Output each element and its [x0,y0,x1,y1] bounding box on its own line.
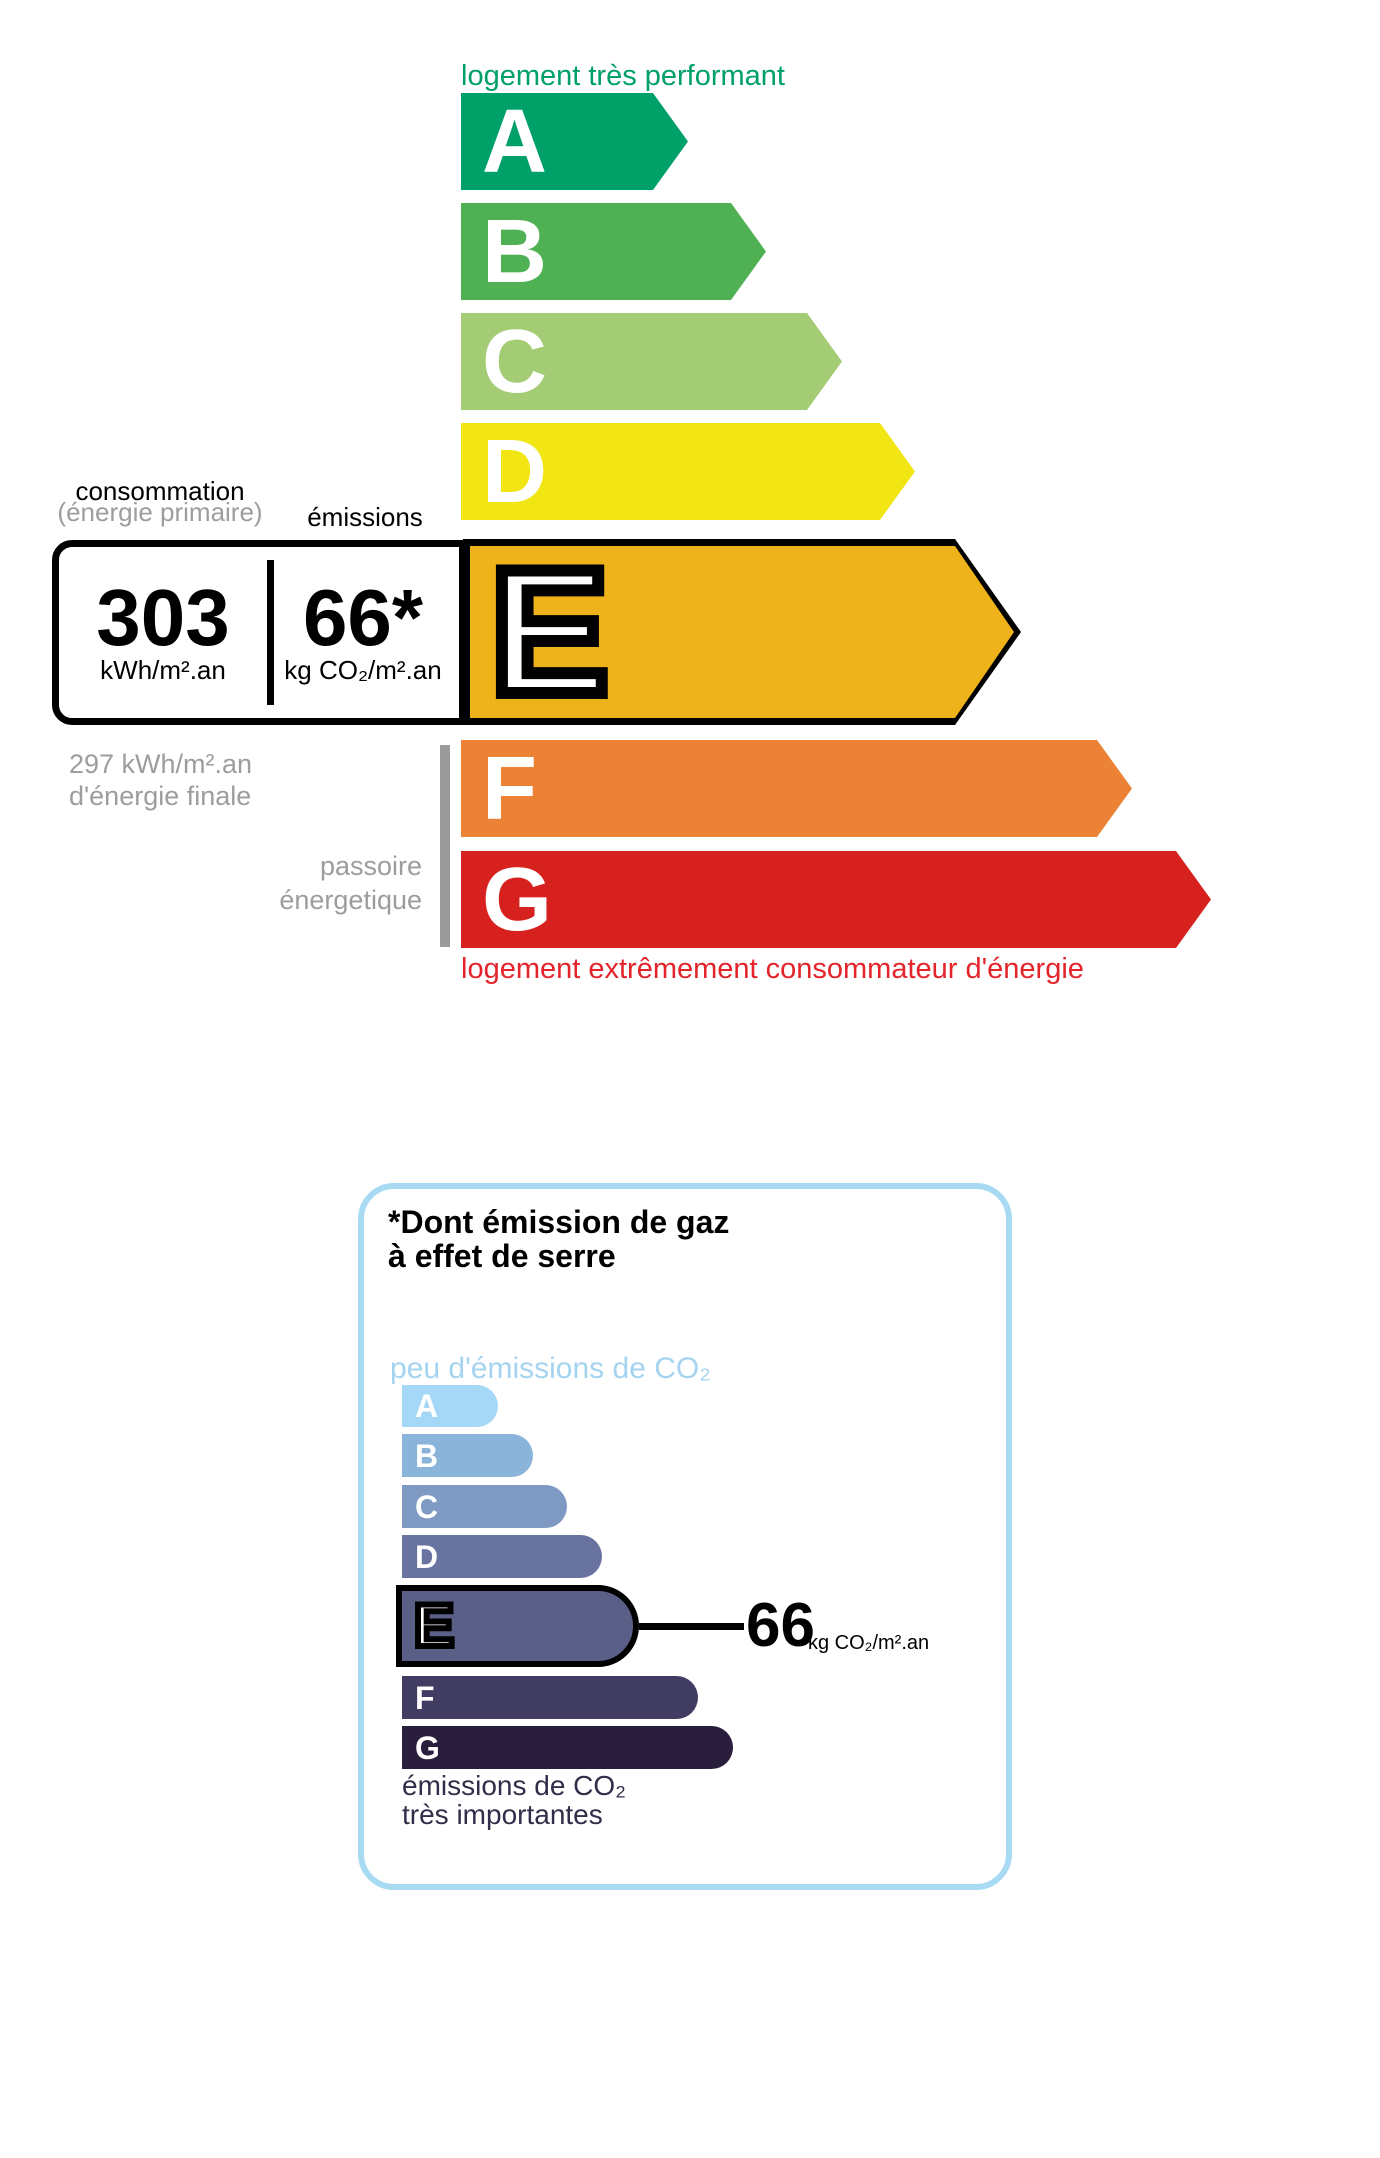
consumption-header-line1: consommation [75,476,245,506]
energy-class-arrow-d: D [461,423,915,520]
energy-class-arrow-b: B [461,203,766,300]
co2-value: 66 [746,1591,815,1660]
co2-class-letter-g: G [415,1729,440,1766]
co2-class-letter-b: B [415,1437,439,1474]
energy-class-arrow-c: C [461,313,842,410]
energy-class-arrow-e-fill: E [470,546,1014,718]
bottom-consumption-label: logement extrêmement consommateur d'éner… [461,953,1084,985]
energy-class-letter-c: C [482,311,547,412]
co2-class-bar-e-selected: E [396,1585,639,1667]
emissions-unit: kg CO₂/m².an [284,654,442,685]
energy-class-arrow-f: F [461,740,1132,837]
emissions-value: 66* [302,572,424,662]
consumption-unit: kWh/m².an [100,654,226,685]
co2-class-letter-d: D [415,1538,439,1575]
energy-class-arrow-a: A [461,93,688,190]
co2-class-letter-a: A [415,1388,439,1424]
energy-class-letter-e: E [490,532,609,731]
co2-class-bar-c: C [402,1485,567,1528]
co2-class-letter-f: F [415,1679,435,1716]
energy-class-letter-a: A [482,91,547,192]
energy-class-arrow-e-selected: E [463,539,1021,725]
co2-low-emissions-label: peu d'émissions de CO₂ [390,1352,711,1385]
energy-sieve-label: passoire énergetique [279,851,422,915]
consumption-cell: 303 kWh/m².an [59,547,267,718]
co2-class-bar-d: D [402,1535,602,1578]
energy-class-letter-f: F [482,738,537,839]
consumption-emissions-box: 303 kWh/m².an 66* kg CO₂/m².an [52,540,466,725]
co2-high-emissions-label: émissions de CO₂ très importantes [402,1770,627,1830]
energy-class-letter-b: B [482,201,547,302]
co2-value-leader-line [639,1623,744,1630]
emissions-cell: 66* kg CO₂/m².an [267,547,459,718]
co2-class-bar-f: F [402,1676,698,1719]
consumption-value: 303 [96,572,230,662]
final-energy-note: 297 kWh/m².an d'énergie finale [69,749,253,811]
emissions-header: émissions [307,502,423,532]
co2-value-unit: kg CO₂/m².an [808,1632,930,1654]
co2-class-bar-a: A [402,1385,498,1427]
energy-class-arrow-g: G [461,851,1211,948]
top-performance-label: logement très performant [461,60,785,92]
co2-class-bar-b: B [402,1434,533,1477]
co2-panel-title: *Dont émission de gaz à effet de serre [388,1204,730,1274]
co2-class-letter-e: E [411,1592,457,1659]
co2-class-letter-c: C [415,1488,439,1525]
consumption-header: consommation (énergie primaire) [40,476,280,527]
energy-sieve-bracket [440,745,450,947]
consumption-header-line2: (énergie primaire) [57,497,263,527]
box-divider [267,560,274,705]
energy-class-letter-d: D [482,421,547,522]
co2-class-bar-g: G [402,1726,733,1769]
co2-emissions-panel: *Dont émission de gaz à effet de serre p… [358,1183,1012,1890]
energy-class-letter-g: G [482,849,553,950]
